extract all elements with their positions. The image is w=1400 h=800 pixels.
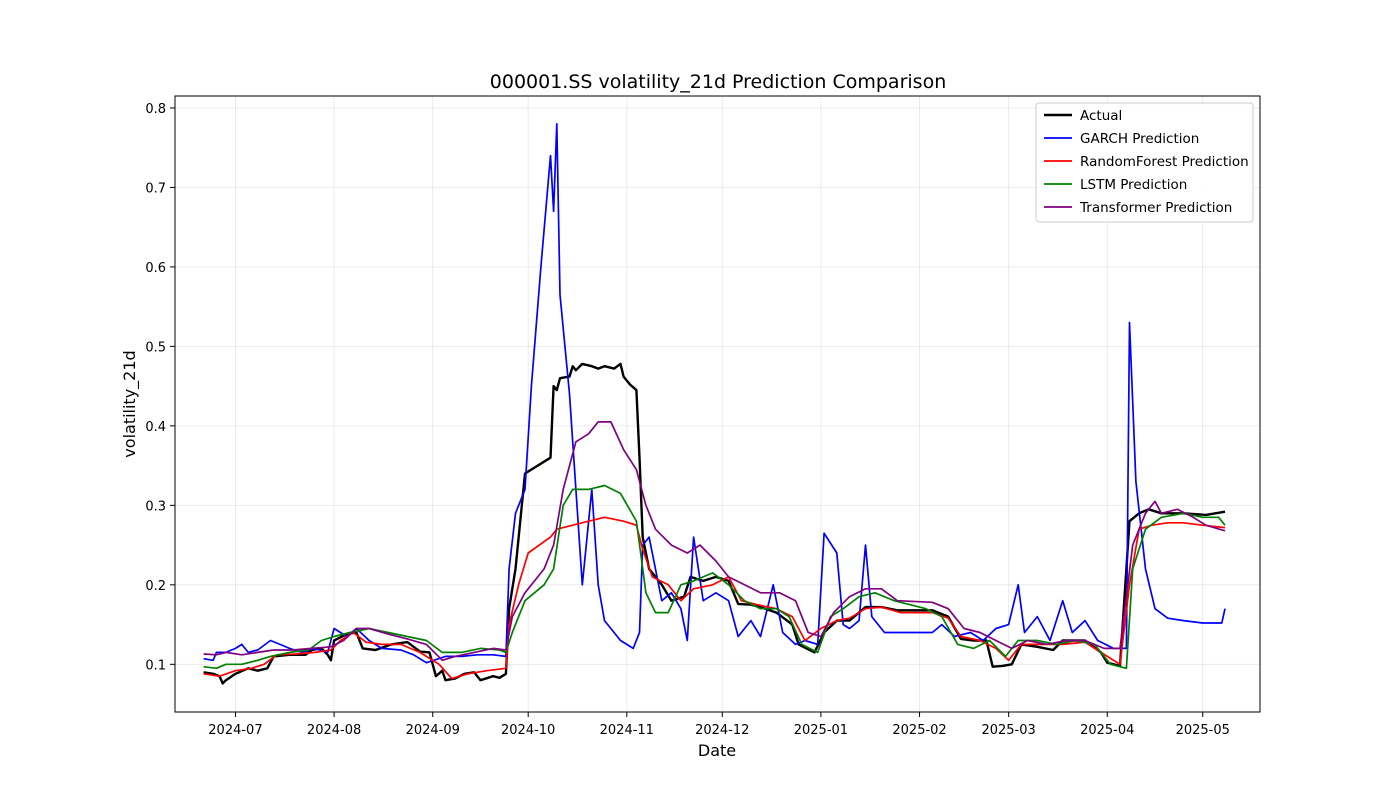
y-tick-label: 0.5 — [145, 340, 166, 355]
plot-frame — [174, 95, 1261, 713]
plot-lines — [203, 122, 1226, 685]
x-tick-label: 2024-07 — [208, 723, 262, 738]
y-tick-label: 0.1 — [145, 658, 166, 673]
y-tick-label: 0.6 — [145, 261, 166, 276]
legend-label-lstm-prediction: LSTM Prediction — [1080, 177, 1187, 193]
series-line-actual — [203, 362, 1226, 685]
series-line-transformer-prediction — [203, 421, 1226, 662]
chart-title: 000001.SS volatility_21d Prediction Comp… — [490, 71, 946, 93]
x-axis-ticks: 2024-07 2024-08 2024-09 2024-10 2024-11 2024-… — [208, 712, 1230, 738]
legend-label-garch-prediction: GARCH Prediction — [1080, 131, 1199, 147]
y-tick-label: 0.8 — [145, 102, 166, 117]
x-tick-label: 2024-08 — [307, 723, 361, 738]
legend-label-actual: Actual — [1080, 108, 1122, 124]
x-tick-label: 2025-03 — [981, 723, 1035, 738]
y-tick-label: 0.3 — [145, 499, 166, 514]
y-tick-label: 0.2 — [145, 579, 166, 594]
x-tick-label: 2025-02 — [892, 723, 946, 738]
legend-label-transformer-prediction: Transformer Prediction — [1079, 200, 1232, 216]
x-tick-label: 2025-01 — [794, 723, 848, 738]
series-line-garch-prediction — [203, 122, 1226, 664]
y-axis-ticks: 0.1 0.2 0.3 0.4 0.5 0.6 0.7 0.8 — [145, 102, 175, 673]
x-tick-label: 2024-11 — [600, 723, 654, 738]
y-tick-label: 0.4 — [145, 420, 166, 435]
x-tick-label: 2024-12 — [695, 723, 749, 738]
x-tick-label: 2025-05 — [1176, 723, 1230, 738]
x-tick-label: 2024-10 — [501, 723, 555, 738]
legend-box — [1035, 102, 1254, 223]
legend-label-randomforest-prediction: RandomForest Prediction — [1080, 154, 1249, 170]
y-tick-label: 0.7 — [145, 181, 166, 196]
legend: Actual GARCH Prediction RandomForest Predi… — [1035, 102, 1254, 223]
x-tick-label: 2025-04 — [1080, 723, 1134, 738]
x-tick-label: 2024-09 — [406, 723, 460, 738]
y-axis-label: volatility_21d — [120, 350, 140, 457]
x-axis-label: Date — [698, 741, 736, 760]
